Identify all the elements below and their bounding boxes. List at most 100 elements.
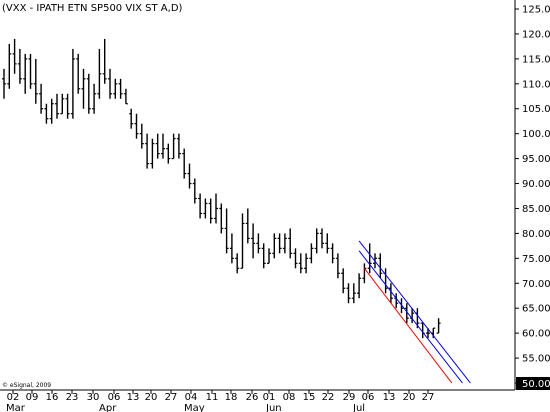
price-bar bbox=[108, 68, 112, 99]
price-bar bbox=[208, 198, 213, 224]
price-bar bbox=[12, 38, 17, 74]
price-bar bbox=[145, 133, 150, 169]
last-price-label: 50.00 bbox=[522, 379, 550, 390]
y-tick-label: 90.00 bbox=[522, 179, 550, 190]
copyright-text: © eSignal, 2009 bbox=[2, 382, 51, 389]
y-tick-label: 125.00 bbox=[522, 5, 550, 16]
price-bar bbox=[261, 243, 266, 269]
price-bar bbox=[33, 58, 38, 104]
price-bar bbox=[7, 43, 12, 89]
price-bar bbox=[60, 93, 65, 115]
last-price-badge bbox=[516, 377, 550, 390]
x-day-label: 18 bbox=[225, 392, 238, 403]
x-day-label: 09 bbox=[26, 392, 39, 403]
price-bar bbox=[17, 48, 22, 84]
x-month-label: Jul bbox=[352, 403, 365, 412]
x-day-label: 08 bbox=[283, 392, 296, 403]
x-day-label: 27 bbox=[165, 392, 178, 403]
x-day-label: 13 bbox=[127, 392, 140, 403]
price-bar bbox=[81, 68, 86, 109]
price-bar bbox=[113, 78, 118, 99]
price-bar bbox=[161, 133, 165, 159]
price-bar bbox=[367, 243, 372, 274]
price-bar bbox=[214, 193, 218, 224]
price-bar bbox=[282, 233, 287, 254]
price-bar bbox=[176, 133, 181, 159]
price-bar bbox=[44, 103, 49, 124]
price-bar bbox=[49, 98, 54, 124]
y-tick-label: 110.00 bbox=[522, 79, 550, 90]
x-month-label: Apr bbox=[99, 403, 117, 412]
price-bar bbox=[298, 253, 303, 274]
x-day-label: 01 bbox=[263, 392, 276, 403]
x-month-label: May bbox=[184, 403, 205, 412]
x-day-label: 16 bbox=[46, 392, 59, 403]
x-month-label: Mar bbox=[6, 403, 26, 412]
price-bar bbox=[155, 133, 160, 159]
y-tick-label: 60.00 bbox=[522, 329, 550, 340]
y-tick-label: 120.00 bbox=[522, 29, 550, 40]
price-bar bbox=[123, 88, 128, 105]
x-day-label: 15 bbox=[303, 392, 316, 403]
x-day-label: 04 bbox=[185, 392, 198, 403]
price-bar bbox=[309, 243, 314, 264]
trend-channel bbox=[358, 240, 471, 384]
x-day-label: 06 bbox=[108, 392, 121, 403]
price-bar bbox=[70, 48, 75, 119]
price-bar bbox=[187, 163, 192, 189]
price-bar bbox=[245, 208, 250, 244]
price-bar bbox=[129, 108, 134, 129]
x-day-label: 20 bbox=[145, 392, 158, 403]
price-bar bbox=[92, 83, 97, 114]
price-bar bbox=[28, 53, 33, 89]
price-bar bbox=[267, 248, 271, 264]
x-day-label: 22 bbox=[322, 392, 335, 403]
price-bar bbox=[118, 78, 123, 99]
chart-title: (VXX - IPATH ETN SP500 VIX ST A,D) bbox=[2, 3, 183, 14]
price-bar bbox=[39, 83, 44, 114]
price-bar bbox=[357, 273, 362, 299]
price-bar bbox=[240, 213, 245, 269]
price-bar bbox=[346, 283, 351, 304]
x-month-label: Jun bbox=[265, 403, 282, 412]
price-bar bbox=[335, 253, 340, 279]
price-bar bbox=[182, 148, 187, 179]
x-axis: 02 09 16 23 30 06 13 20 27 04 11 18 26 01 08 15 22 29 06 13… bbox=[6, 390, 434, 412]
price-bar bbox=[150, 138, 155, 169]
price-bar bbox=[320, 228, 324, 249]
y-tick-label: 85.00 bbox=[522, 204, 550, 215]
y-tick-label: 115.00 bbox=[522, 54, 550, 65]
x-day-label: 30 bbox=[87, 392, 100, 403]
y-tick-label: 95.00 bbox=[522, 154, 550, 165]
price-bar bbox=[102, 38, 107, 84]
price-bar bbox=[304, 253, 309, 274]
price-bar bbox=[139, 123, 144, 149]
x-day-label: 23 bbox=[66, 392, 79, 403]
price-bar bbox=[229, 233, 234, 264]
price-bar bbox=[203, 198, 208, 219]
x-day-label: 26 bbox=[246, 392, 259, 403]
price-bar bbox=[134, 113, 139, 139]
price-bar bbox=[55, 93, 59, 119]
x-day-label: 02 bbox=[7, 392, 20, 403]
price-bar bbox=[235, 253, 240, 274]
price-bar bbox=[388, 283, 393, 304]
x-day-label: 29 bbox=[343, 392, 356, 403]
price-bar bbox=[224, 208, 229, 254]
price-bar bbox=[219, 203, 224, 234]
price-bar bbox=[351, 283, 356, 304]
price-bar bbox=[251, 223, 256, 259]
price-bar bbox=[330, 243, 335, 264]
y-tick-label: 80.00 bbox=[522, 229, 550, 240]
price-bar bbox=[341, 268, 346, 294]
y-tick-label: 55.00 bbox=[522, 354, 550, 365]
x-day-label: 06 bbox=[362, 392, 375, 403]
price-bars bbox=[2, 38, 441, 339]
price-bar bbox=[97, 48, 102, 99]
price-bar bbox=[23, 53, 28, 94]
y-tick-label: 65.00 bbox=[522, 304, 550, 315]
price-bar bbox=[277, 233, 282, 254]
y-tick-label: 105.00 bbox=[522, 104, 550, 115]
